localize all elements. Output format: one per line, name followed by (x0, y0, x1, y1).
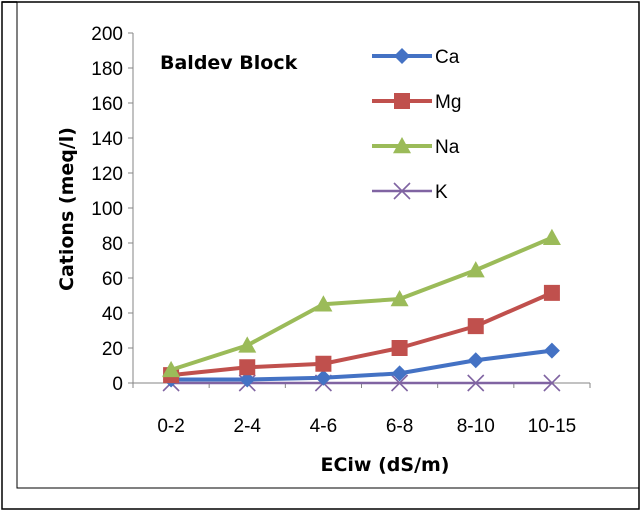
series-line-na (170, 235, 553, 372)
x-tick-label: 6-8 (386, 416, 413, 437)
data-point-ca (467, 352, 484, 369)
data-point-mg (467, 318, 484, 335)
axes (132, 33, 590, 384)
y-tick-label: 80 (102, 234, 123, 255)
data-point-na (542, 228, 561, 245)
legend-marker (394, 48, 410, 64)
legend-label: Ca (435, 47, 460, 68)
series-line-ca (171, 348, 553, 382)
legend-item-ca: Ca (372, 47, 460, 68)
legend-item-mg: Mg (372, 92, 461, 113)
data-point-mg (391, 340, 408, 356)
data-point-na (390, 290, 409, 307)
chart-title: Baldev Block (160, 52, 298, 74)
data-point-mg (315, 355, 332, 372)
y-tick-label: 140 (91, 129, 123, 150)
x-tick-label: 8-10 (457, 416, 495, 437)
y-axis-title: Cations (meq/l) (56, 127, 78, 291)
x-tick-label: 4-6 (310, 416, 337, 437)
y-tick-label: 40 (102, 304, 123, 325)
legend-marker (394, 93, 410, 109)
data-point-ca (543, 342, 560, 359)
data-point-k (543, 374, 561, 392)
x-axis-ticks: 0-2 2-4 4-6 6-8 8-10 10-15 (132, 383, 591, 437)
data-point-k (467, 374, 485, 392)
legend-label: Mg (435, 92, 461, 113)
y-tick-label: 100 (91, 199, 123, 220)
y-axis-ticks: 0 20 40 60 80 100 120 140 160 180 200 (91, 24, 133, 395)
y-tick-label: 60 (102, 269, 123, 290)
x-tick-label: 10-15 (528, 416, 577, 437)
data-point-na (238, 336, 257, 353)
data-point-ca (315, 369, 332, 386)
data-point-na (314, 295, 333, 312)
y-tick-label: 20 (102, 339, 123, 360)
legend-label: Na (435, 137, 460, 158)
legend-label: K (435, 182, 448, 203)
legend-marker (393, 182, 411, 200)
legend-marker (393, 137, 411, 154)
series-ca (163, 342, 560, 388)
y-tick-label: 0 (112, 374, 123, 395)
y-tick-label: 120 (91, 164, 123, 185)
y-tick-label: 200 (91, 24, 123, 45)
data-point-ca (391, 365, 408, 382)
series-na (162, 228, 561, 378)
x-tick-label: 0-2 (157, 416, 184, 437)
series-line-mg (170, 291, 553, 378)
data-point-na (466, 261, 485, 278)
legend-item-na: Na (372, 137, 460, 158)
legend: Ca Mg Na K (372, 47, 461, 203)
data-point-k (391, 374, 409, 392)
x-axis-title: ECiw (dS/m) (321, 454, 450, 476)
series-mg (163, 284, 560, 384)
data-point-ca (239, 371, 256, 388)
data-point-mg (239, 359, 256, 376)
legend-item-k: K (372, 182, 448, 203)
series-layer (162, 228, 561, 392)
data-point-mg (543, 284, 560, 301)
data-point-na (162, 360, 181, 378)
x-tick-label: 2-4 (234, 416, 262, 437)
chart-area-border (16, 1, 640, 489)
y-tick-label: 160 (91, 94, 123, 115)
y-tick-label: 180 (91, 59, 123, 80)
